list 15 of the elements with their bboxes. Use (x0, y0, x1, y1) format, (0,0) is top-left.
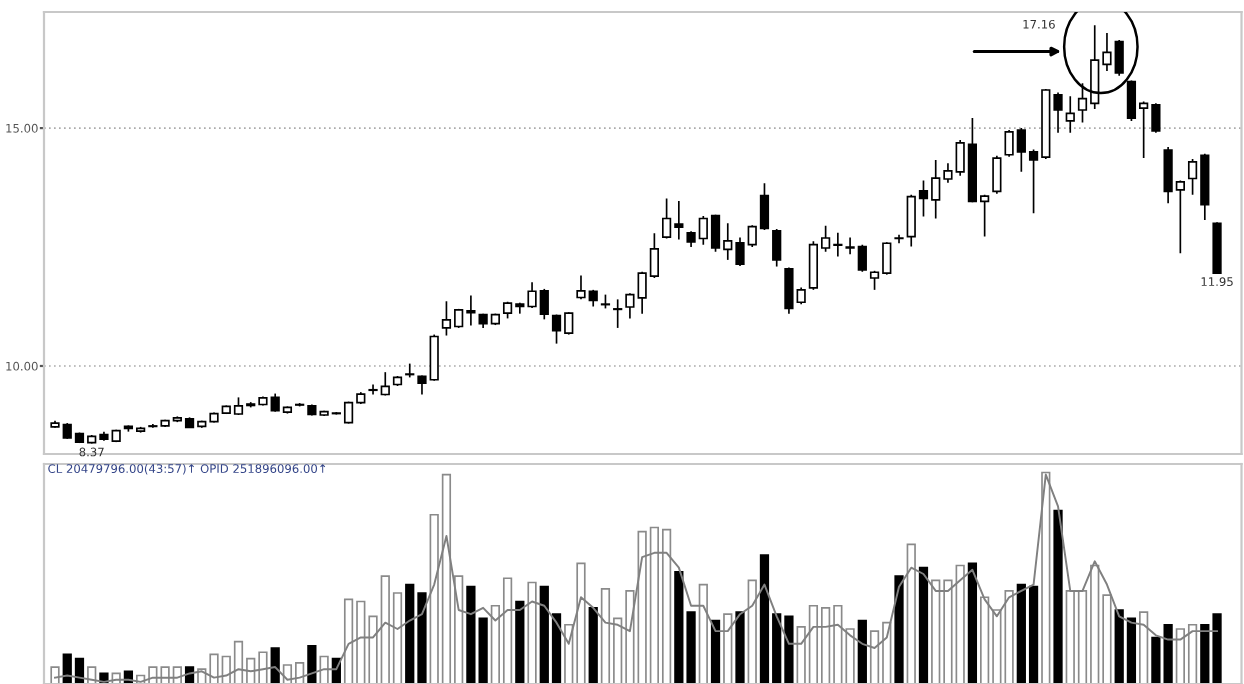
bar (918, 566, 929, 684)
bar (307, 645, 317, 684)
candlestick (992, 154, 1002, 195)
bar (857, 619, 867, 684)
bar (710, 619, 721, 684)
candlestick (405, 362, 415, 379)
candlestick (772, 228, 782, 268)
bar (967, 562, 978, 684)
bar (515, 600, 525, 684)
bar (588, 607, 598, 684)
bar (1053, 509, 1063, 684)
candlestick (1065, 95, 1075, 134)
bar (894, 575, 904, 684)
candlestick (613, 298, 623, 329)
bar (735, 611, 745, 684)
